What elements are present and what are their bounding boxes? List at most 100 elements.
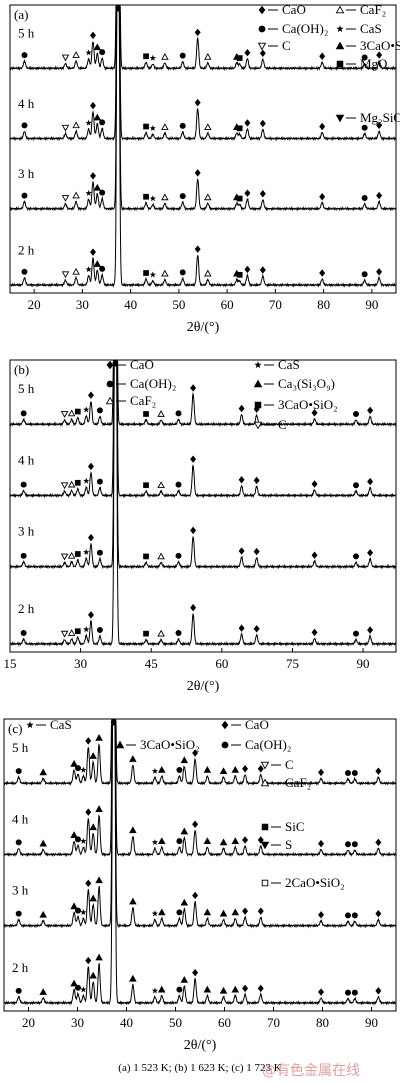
peak-marker-tri	[89, 823, 97, 831]
peak-marker-circle	[99, 265, 106, 272]
legend-symbol-tri	[335, 41, 345, 50]
peak-marker-tri	[39, 768, 47, 776]
series-label: 2 h	[12, 960, 29, 975]
peak-marker-circle	[352, 482, 359, 489]
peak-marker-diamond	[375, 838, 382, 847]
peak-marker-circle	[99, 49, 106, 56]
x-tick-label: 50	[169, 1015, 182, 1030]
legend-label: CaO	[282, 2, 306, 17]
x-tick-label: 50	[172, 297, 185, 312]
peak-marker-diamond	[375, 767, 382, 775]
legend-symbol-tri	[253, 379, 263, 388]
peak-marker-diamond	[257, 765, 264, 773]
peak-marker-diamond	[367, 626, 374, 634]
peak-marker-circle	[344, 769, 351, 776]
peak-marker-tri	[203, 766, 212, 773]
x-tick-label: 30	[74, 656, 87, 671]
x-tick-label: 80	[316, 1015, 329, 1030]
peak-marker-star	[149, 125, 156, 131]
x-tick-label: 80	[317, 297, 330, 312]
peak-marker-tri	[129, 974, 137, 982]
peak-marker-tri-open	[161, 123, 169, 130]
peak-marker-tri	[231, 985, 240, 993]
peak-marker-tri	[95, 805, 103, 812]
peak-marker-diamond	[244, 119, 251, 127]
peak-marker-tri	[180, 976, 189, 983]
legend-label: 2CaO•SiO₂	[285, 875, 345, 890]
legend-symbol-tri-down-open	[260, 761, 270, 770]
xrd-trace-5h	[9, 4, 397, 72]
watermark: @有色金属在线	[262, 1063, 360, 1079]
peak-marker-diamond	[318, 988, 325, 996]
peak-marker-circle	[179, 122, 186, 129]
legend-label: S	[285, 837, 292, 852]
peak-marker-diamond	[311, 628, 318, 637]
peak-marker-diamond	[238, 404, 245, 413]
peak-marker-tri-open	[67, 480, 76, 488]
peak-marker-circle	[96, 407, 103, 414]
peak-marker-square	[236, 271, 243, 278]
xrd-panel-b: (b) 15 30 45 60 75 90 2θ/(°) 5 h 4 h 3 h 2 h CaO CaS C…	[4, 357, 397, 694]
peak-marker-diamond	[311, 551, 318, 559]
peak-marker-circle	[21, 52, 28, 59]
legend-label: Ca₃(Si₃O₉)	[278, 376, 335, 391]
peak-marker-circle	[20, 630, 27, 637]
series-label: 5 h	[12, 740, 29, 755]
peak-marker-diamond	[242, 765, 249, 773]
peak-marker-tri-open	[67, 409, 76, 417]
peak-marker-diamond	[259, 49, 266, 58]
legend-symbol-circle	[106, 380, 114, 388]
legend-label: Ca(OH)₂	[245, 737, 291, 752]
x-tick-label: 90	[365, 297, 378, 312]
x-tick-label: 30	[71, 1015, 84, 1030]
legend-label: MgO	[360, 56, 387, 71]
series-label: 4 h	[18, 452, 35, 467]
peak-marker-star	[151, 767, 159, 774]
legend-label: CaF₂	[130, 393, 156, 408]
peak-marker-diamond	[90, 248, 96, 256]
peak-marker-square	[143, 553, 149, 560]
peak-marker-diamond	[253, 625, 260, 633]
peak-marker-star	[85, 266, 92, 273]
peak-marker-circle	[351, 769, 358, 776]
x-tick-label: 60	[221, 297, 234, 312]
peak-marker-diamond	[190, 603, 197, 612]
peak-marker-diamond	[192, 749, 199, 757]
legend-symbol-tri-open	[260, 778, 270, 787]
peak-marker-star	[83, 626, 90, 633]
peak-marker-tri-open	[67, 629, 76, 636]
peak-marker-square	[143, 411, 149, 417]
peak-marker-circle	[15, 839, 22, 846]
series-label: 2 h	[18, 242, 35, 257]
xrd-trace-5h	[3, 718, 397, 787]
peak-marker-circle	[21, 268, 28, 275]
peak-marker-diamond	[87, 533, 94, 542]
peak-marker-diamond	[367, 477, 374, 486]
peak-marker-circle	[74, 984, 81, 991]
peak-marker-circle	[176, 766, 183, 773]
legend-symbol-star	[254, 361, 262, 369]
peak-marker-circle	[96, 549, 103, 556]
peak-marker-tri	[158, 908, 166, 916]
peak-marker-square	[74, 551, 81, 557]
legend-symbol-tri-down-open	[253, 421, 263, 430]
peak-marker-circle	[15, 910, 22, 917]
peak-marker-tri	[219, 838, 228, 846]
peak-marker-diamond	[259, 190, 266, 198]
peak-marker-diamond	[85, 808, 92, 816]
peak-marker-circle	[361, 271, 368, 278]
legend-label: CaO	[130, 357, 154, 372]
peak-marker-diamond	[190, 526, 197, 535]
peak-marker-star	[80, 766, 87, 773]
peak-marker-star	[151, 987, 159, 994]
peak-marker-tri	[180, 898, 189, 906]
peak-marker-circle	[361, 194, 368, 201]
legend-label: C	[278, 417, 287, 432]
peak-marker-diamond	[238, 476, 245, 484]
peak-marker-square	[74, 628, 81, 635]
xrd-trace-2h	[9, 4, 397, 288]
legend-label: CaF₂	[360, 2, 386, 17]
peak-marker-tri-open	[157, 481, 165, 489]
legend-symbol-star	[26, 721, 34, 729]
legend-symbol-diamond	[106, 360, 114, 370]
